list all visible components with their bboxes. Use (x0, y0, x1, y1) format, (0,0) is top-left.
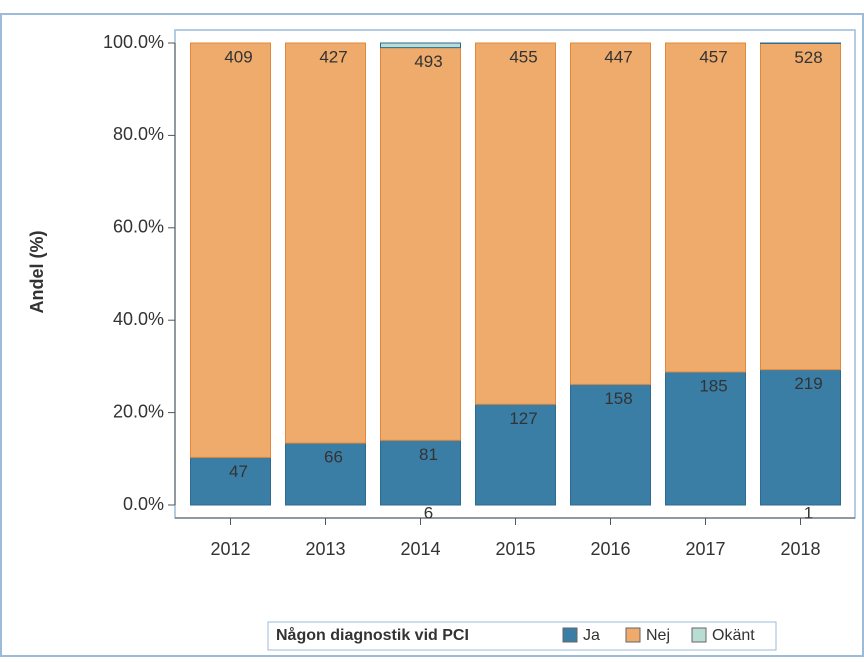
count-label: 427 (319, 47, 347, 66)
x-tick-label: 2014 (400, 539, 440, 559)
bar-segment (381, 43, 461, 48)
count-label: 1 (804, 503, 813, 522)
bar-segment (381, 48, 461, 441)
count-label: 81 (419, 445, 438, 464)
y-tick-label: 0.0% (123, 494, 164, 514)
count-label: 493 (414, 52, 442, 71)
legend-swatch (626, 628, 640, 642)
y-tick-label: 100.0% (103, 32, 164, 52)
y-tick-label: 20.0% (113, 401, 164, 421)
legend-label: Okänt (712, 627, 755, 644)
x-tick-label: 2013 (305, 539, 345, 559)
legend-swatch (563, 628, 577, 642)
y-tick-label: 80.0% (113, 124, 164, 144)
y-axis-label: Andel (%) (27, 230, 47, 313)
count-label: 455 (509, 47, 537, 66)
x-tick-label: 2018 (780, 539, 820, 559)
bar-segment (761, 43, 841, 369)
x-tick-label: 2016 (590, 539, 630, 559)
legend-title: Någon diagnostik vid PCI (276, 626, 469, 644)
legend-swatch (692, 628, 706, 642)
count-label: 47 (229, 462, 248, 481)
legend-label: Nej (646, 627, 670, 644)
count-label: 219 (794, 374, 822, 393)
count-label: 457 (699, 47, 727, 66)
count-label: 158 (604, 389, 632, 408)
count-label: 6 (424, 503, 433, 522)
legend-label: Ja (583, 627, 600, 644)
bar-segment (476, 43, 556, 404)
count-label: 127 (509, 409, 537, 428)
count-label: 66 (324, 448, 343, 467)
y-tick-label: 40.0% (113, 309, 164, 329)
bar-segment (666, 43, 746, 372)
x-tick-label: 2012 (210, 539, 250, 559)
y-tick-label: 60.0% (113, 217, 164, 237)
count-label: 185 (699, 376, 727, 395)
count-label: 528 (794, 48, 822, 67)
bar-segment (286, 43, 366, 443)
count-label: 409 (224, 47, 252, 66)
bar-segment (191, 43, 271, 457)
x-tick-label: 2017 (685, 539, 725, 559)
bar-segment (571, 43, 651, 384)
x-tick-label: 2015 (495, 539, 535, 559)
count-label: 447 (604, 47, 632, 66)
